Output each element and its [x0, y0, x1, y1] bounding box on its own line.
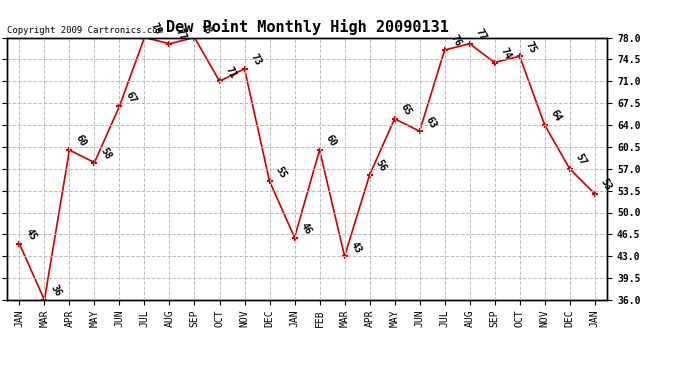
Text: 77: 77	[174, 27, 188, 42]
Text: 57: 57	[574, 152, 589, 167]
Text: 46: 46	[299, 221, 313, 236]
Text: 74: 74	[499, 46, 513, 61]
Text: 73: 73	[248, 52, 263, 68]
Text: 36: 36	[48, 284, 63, 298]
Title: Dew Point Monthly High 20090131: Dew Point Monthly High 20090131	[166, 19, 448, 35]
Text: 76: 76	[448, 33, 463, 49]
Text: 45: 45	[23, 227, 38, 242]
Text: Copyright 2009 Cartronics.com: Copyright 2009 Cartronics.com	[7, 26, 163, 35]
Text: 63: 63	[424, 115, 438, 130]
Text: 71: 71	[224, 64, 238, 80]
Text: 75: 75	[524, 40, 538, 55]
Text: 77: 77	[474, 27, 489, 42]
Text: 58: 58	[99, 146, 113, 161]
Text: 65: 65	[399, 102, 413, 117]
Text: 56: 56	[374, 158, 388, 174]
Text: 43: 43	[348, 240, 363, 255]
Text: 64: 64	[549, 108, 563, 124]
Text: 53: 53	[599, 177, 613, 192]
Text: 78: 78	[148, 21, 163, 36]
Text: 60: 60	[324, 134, 338, 148]
Text: 55: 55	[274, 165, 288, 180]
Text: 67: 67	[124, 90, 138, 105]
Text: 78: 78	[199, 21, 213, 36]
Text: 60: 60	[74, 134, 88, 148]
